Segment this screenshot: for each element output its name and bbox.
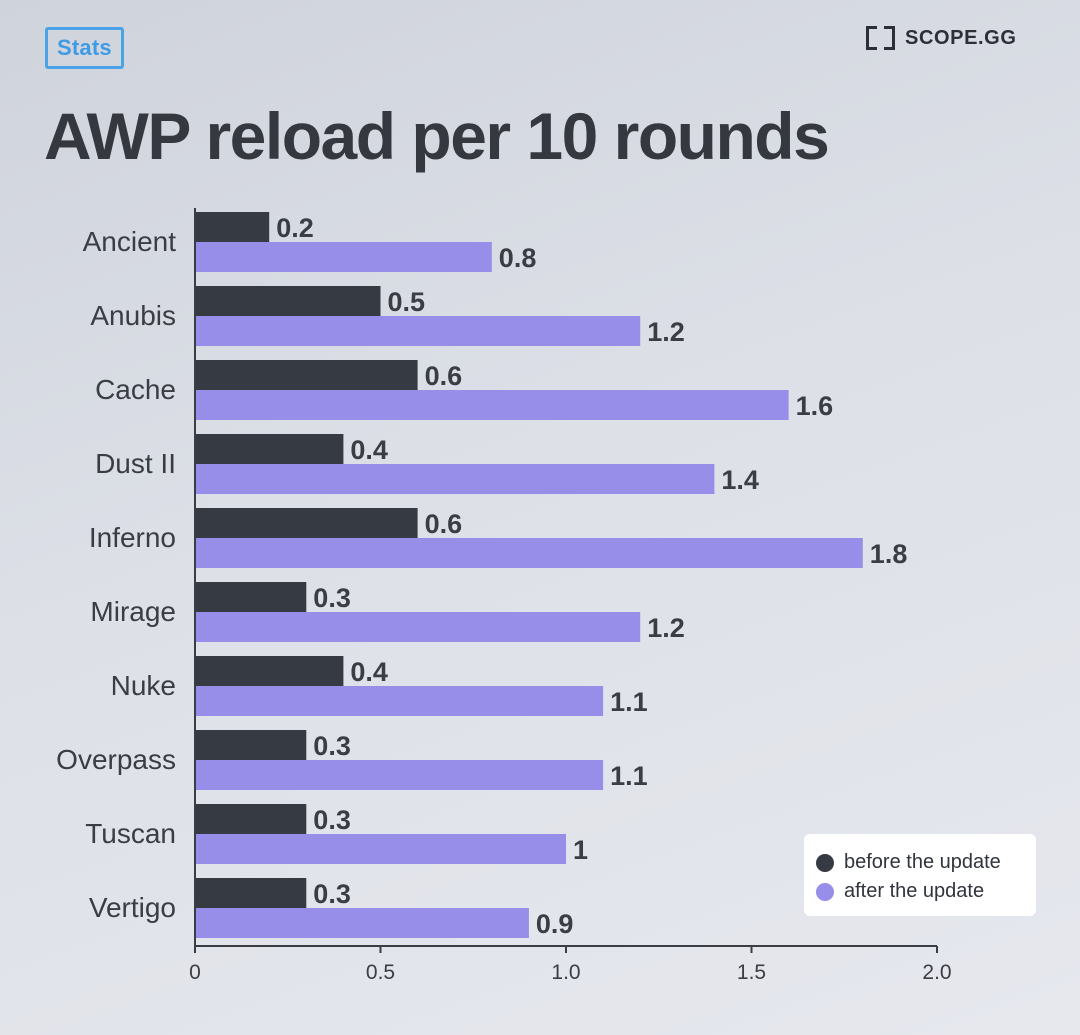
category-label: Dust II — [95, 448, 176, 479]
bar-after-update — [195, 686, 604, 716]
scope-logo-icon — [866, 26, 895, 50]
chart-title: AWP reload per 10 rounds — [44, 99, 830, 173]
data-label: 0.8 — [499, 243, 537, 273]
bar-before-update — [195, 286, 381, 316]
category-label: Cache — [95, 374, 176, 405]
x-tick-label: 2.0 — [922, 961, 951, 984]
bar-after-update — [195, 612, 641, 642]
legend-label-before: before the update — [844, 851, 1001, 873]
legend-swatch-before — [816, 853, 834, 872]
bar-before-update — [195, 730, 307, 760]
bar-before-update — [195, 212, 270, 242]
category-label: Mirage — [90, 596, 176, 627]
bar-after-update — [195, 834, 566, 864]
category-label: Vertigo — [89, 892, 176, 923]
x-tick-label: 0.5 — [366, 961, 395, 984]
bar-after-update — [195, 242, 492, 272]
data-label: 0.3 — [313, 731, 351, 761]
data-label: 1.1 — [610, 761, 648, 791]
bar-after-update — [195, 316, 641, 346]
bar-after-update — [195, 538, 863, 568]
bar-after-update — [195, 390, 789, 420]
category-label: Anubis — [90, 300, 176, 331]
data-label: 0.4 — [350, 657, 388, 687]
data-label: 0.3 — [313, 879, 351, 909]
data-label: 0.5 — [388, 287, 426, 317]
data-label: 0.6 — [425, 509, 463, 539]
legend-swatch-after — [816, 882, 834, 901]
data-label: 1.4 — [721, 465, 759, 495]
bar-after-update — [195, 464, 715, 494]
logo-text: SCOPE.GG — [905, 26, 1017, 49]
category-label: Ancient — [83, 226, 177, 257]
category-label: Nuke — [111, 670, 176, 701]
bar-before-update — [195, 656, 344, 686]
bar-before-update — [195, 582, 307, 612]
bar-before-update — [195, 360, 418, 390]
data-label: 1.8 — [870, 539, 908, 569]
legend-item-after: after the update — [816, 877, 1024, 906]
data-label: 0.2 — [276, 213, 314, 243]
x-tick-label: 1.0 — [551, 961, 580, 984]
bar-before-update — [195, 804, 307, 834]
x-tick-label: 0 — [189, 961, 201, 984]
category-label: Tuscan — [85, 818, 176, 849]
stats-badge: Stats — [45, 27, 124, 69]
data-label: 1 — [573, 835, 588, 865]
data-label: 0.9 — [536, 909, 574, 939]
scope-gg-logo: SCOPE.GG — [866, 26, 1017, 50]
x-tick-label: 1.5 — [737, 961, 766, 984]
category-label: Overpass — [56, 744, 176, 775]
data-label: 1.2 — [647, 613, 685, 643]
data-label: 1.2 — [647, 317, 685, 347]
data-label: 1.6 — [796, 391, 834, 421]
bar-before-update — [195, 508, 418, 538]
legend-item-before: before the update — [816, 848, 1024, 877]
bar-after-update — [195, 908, 529, 938]
category-label: Inferno — [89, 522, 176, 553]
data-label: 0.4 — [350, 435, 388, 465]
bar-before-update — [195, 434, 344, 464]
data-label: 0.3 — [313, 583, 351, 613]
chart-legend: before the update after the update — [804, 834, 1036, 916]
data-label: 0.6 — [425, 361, 463, 391]
data-label: 1.1 — [610, 687, 648, 717]
data-label: 0.3 — [313, 805, 351, 835]
bar-after-update — [195, 760, 604, 790]
legend-label-after: after the update — [844, 880, 985, 902]
bar-before-update — [195, 878, 307, 908]
